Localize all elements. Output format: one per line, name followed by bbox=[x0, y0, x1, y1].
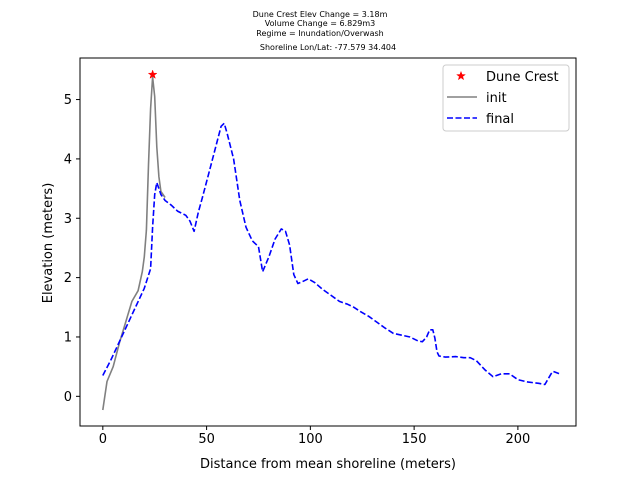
x-axis-ticks: 0 50 100 150 200 bbox=[99, 426, 530, 447]
x-tick-label: 150 bbox=[402, 432, 427, 447]
x-tick-label: 0 bbox=[99, 432, 107, 447]
legend-entries: Dune Crest init final bbox=[447, 70, 559, 127]
y-tick-label: 1 bbox=[64, 330, 72, 345]
legend-marker-dune-crest bbox=[455, 70, 467, 81]
y-tick-label: 4 bbox=[64, 152, 72, 167]
y-axis-label: Elevation (meters) bbox=[41, 183, 56, 304]
x-tick-label: 100 bbox=[298, 432, 323, 447]
y-tick-label: 3 bbox=[64, 212, 72, 227]
chart-title: Dune Crest Elev Change = 3.18m Volume Ch… bbox=[253, 10, 396, 52]
title-line-3: Regime = Inundation/Overwash bbox=[256, 29, 383, 38]
legend-label-final: final bbox=[486, 112, 514, 127]
legend-box bbox=[442, 64, 570, 132]
legend-label-dune-crest: Dune Crest bbox=[486, 70, 559, 85]
x-tick-label: 200 bbox=[505, 432, 530, 447]
legend: Dune Crest init final bbox=[442, 64, 570, 132]
y-tick-label: 5 bbox=[64, 93, 72, 108]
dune-crest-marker bbox=[147, 69, 158, 79]
series-line-final bbox=[102, 122, 560, 386]
x-axis-label: Distance from mean shoreline (meters) bbox=[200, 457, 456, 472]
plot-frame bbox=[79, 57, 577, 427]
legend-label-init: init bbox=[486, 91, 507, 106]
series-line-init bbox=[102, 76, 166, 411]
title-line-1: Dune Crest Elev Change = 3.18m bbox=[253, 10, 388, 19]
y-axis-ticks: 0 1 2 3 4 5 bbox=[64, 93, 80, 405]
x-tick-label: 50 bbox=[198, 432, 215, 447]
y-tick-label: 0 bbox=[64, 390, 72, 405]
y-tick-label: 2 bbox=[64, 271, 72, 286]
title-line-2: Volume Change = 6.829m3 bbox=[265, 19, 376, 28]
title-line-4: Shoreline Lon/Lat: -77.579 34.404 bbox=[260, 43, 396, 52]
